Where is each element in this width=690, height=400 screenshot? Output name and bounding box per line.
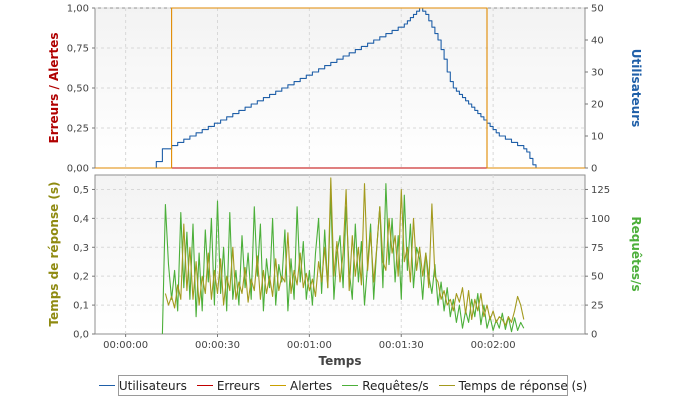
legend-item-alertes[interactable]: Alertes	[269, 378, 333, 393]
legend-swatch	[438, 385, 455, 386]
ticks-layer: 0,000,250,500,751,00010203040500,00,10,2…	[67, 4, 610, 352]
legend-swatch	[98, 385, 115, 386]
bottom-left-axis-title: Temps de réponse (s)	[47, 181, 61, 326]
legend-swatch	[196, 385, 213, 386]
y-tick-label-right: 100	[591, 214, 610, 225]
y-tick-label-left: 0,2	[73, 272, 89, 283]
legend: Utilisateurs Erreurs Alertes Requêtes/s …	[98, 375, 587, 396]
chart-svg: 0,000,250,500,751,00010203040500,00,10,2…	[47, 4, 643, 369]
x-tick-label: 00:01:30	[379, 340, 424, 351]
y-tick-label-left: 0,50	[67, 84, 89, 95]
y-tick-label-right: 75	[591, 243, 604, 254]
legend-item-erreurs[interactable]: Erreurs	[196, 378, 260, 393]
y-tick-label-left: 0,0	[73, 330, 89, 341]
y-tick-label-right: 30	[591, 68, 604, 79]
series-line-temps-de-reponse-s	[164, 177, 525, 326]
legend-item-temps-reponse[interactable]: Temps de réponse (s)	[438, 378, 588, 393]
series-line-utilisateurs	[140, 7, 540, 169]
top-right-axis-title: Utilisateurs	[629, 49, 643, 128]
legend-label: Requêtes/s	[362, 378, 429, 393]
grid-layer	[95, 7, 585, 334]
series-line-alertes	[95, 7, 585, 169]
x-tick-label: 00:00:30	[195, 340, 240, 351]
legend-label: Utilisateurs	[118, 378, 187, 393]
x-tick-label: 00:00:00	[103, 340, 148, 351]
y-tick-label-left: 0,00	[67, 164, 89, 175]
series-layer	[95, 7, 585, 335]
y-tick-label-right: 10	[591, 132, 604, 143]
y-tick-label-right: 0	[591, 164, 597, 175]
y-tick-label-right: 40	[591, 36, 604, 47]
bottom-right-axis-title: Requêtes/s	[629, 216, 643, 291]
x-tick-label: 00:02:00	[471, 340, 516, 351]
legend-item-utilisateurs[interactable]: Utilisateurs	[98, 378, 187, 393]
y-tick-label-left: 0,1	[73, 301, 89, 312]
y-tick-label-left: 0,4	[73, 214, 89, 225]
y-tick-label-left: 0,3	[73, 243, 89, 254]
y-tick-label-right: 0	[591, 330, 597, 341]
y-tick-label-right: 20	[591, 100, 604, 111]
y-tick-label-left: 0,5	[73, 185, 89, 196]
y-tick-label-left: 0,25	[67, 124, 89, 135]
legend-swatch	[269, 385, 286, 386]
y-tick-label-left: 0,75	[67, 44, 89, 55]
y-tick-label-left: 1,00	[67, 4, 89, 15]
legend-label: Alertes	[289, 378, 333, 393]
y-tick-label-right: 125	[591, 185, 610, 196]
y-tick-label-right: 25	[591, 301, 604, 312]
legend-item-requetes[interactable]: Requêtes/s	[342, 378, 429, 393]
y-tick-label-right: 50	[591, 4, 604, 15]
x-tick-label: 00:01:00	[287, 340, 332, 351]
x-axis-title: Temps	[319, 354, 362, 368]
series-line-requetes-s	[161, 183, 525, 335]
legend-swatch	[342, 385, 359, 386]
top-left-axis-title: Erreurs / Alertes	[47, 33, 61, 144]
legend-label: Temps de réponse (s)	[458, 378, 588, 393]
legend-label: Erreurs	[216, 378, 260, 393]
y-tick-label-right: 50	[591, 272, 604, 283]
bottom-plot-area	[94, 174, 586, 335]
